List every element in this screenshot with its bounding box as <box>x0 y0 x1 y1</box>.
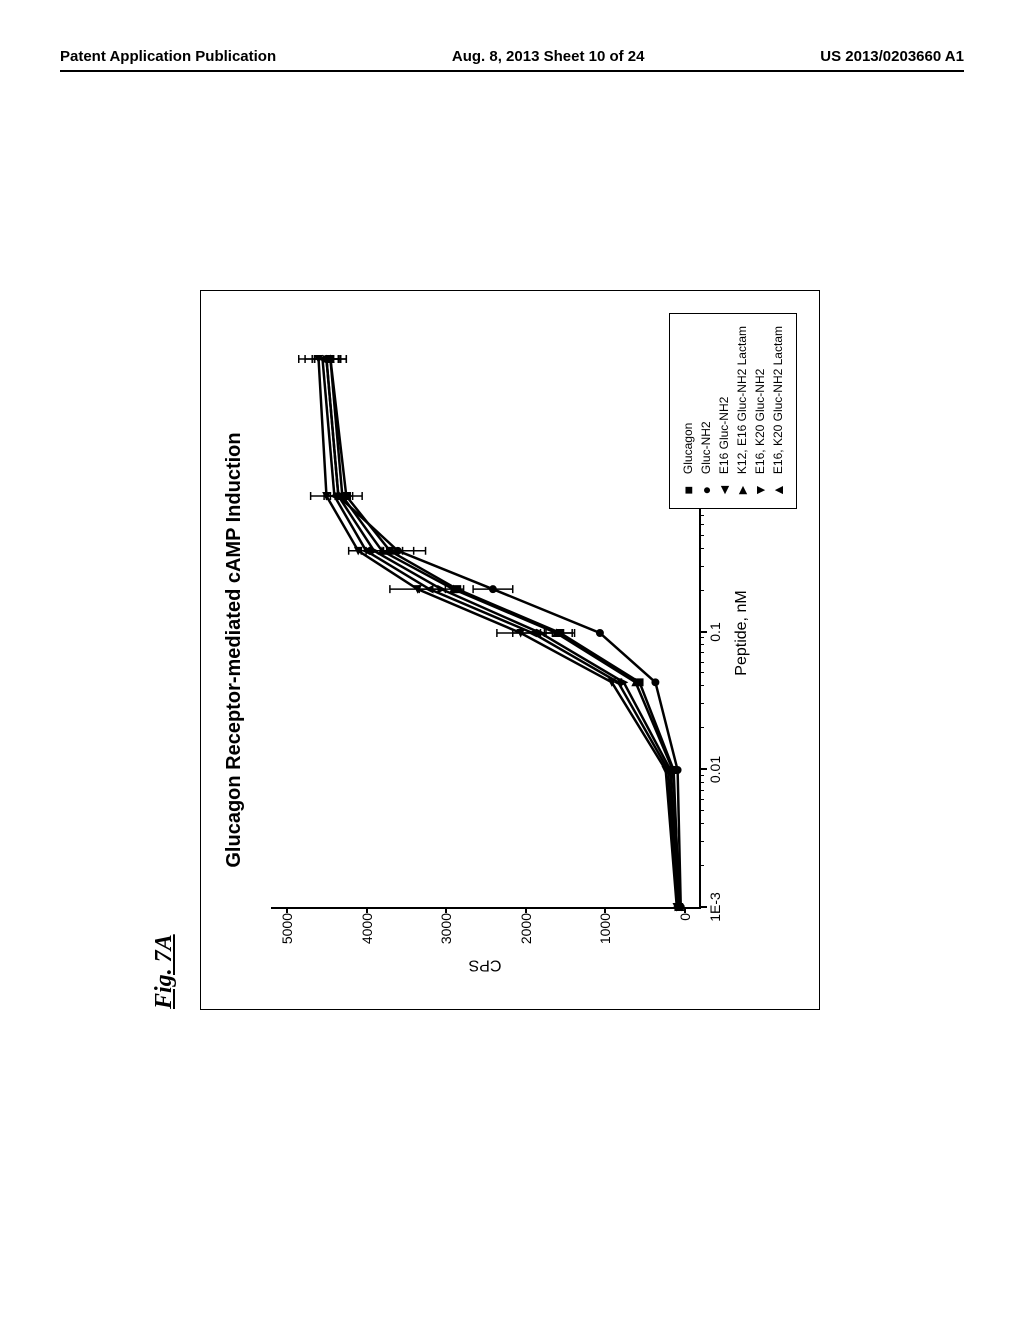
x-minor-tick <box>699 775 704 776</box>
y-tick-mark <box>366 907 368 913</box>
x-tick-mark <box>699 631 707 633</box>
x-minor-tick <box>699 662 704 663</box>
y-tick-label: 2000 <box>518 907 534 973</box>
x-minor-tick <box>699 703 704 704</box>
x-minor-tick <box>699 672 704 673</box>
x-minor-tick <box>699 566 704 567</box>
x-minor-tick <box>699 637 704 638</box>
header-left: Patent Application Publication <box>60 48 276 65</box>
y-tick-label: 5000 <box>279 907 295 973</box>
legend-marker-icon: ► <box>734 482 750 498</box>
x-minor-tick <box>699 685 704 686</box>
legend-row: ▲ E16, K20 Gluc-NH2 Lactam <box>770 326 786 498</box>
x-minor-tick <box>699 810 704 811</box>
legend-label: E16, K20 Gluc-NH2 <box>753 369 767 474</box>
legend-label: E16 Gluc-NH2 <box>717 397 731 474</box>
x-tick-mark <box>699 769 707 771</box>
legend-row: ■ Glucagon <box>680 326 696 498</box>
marker-e16-k20 <box>438 586 445 593</box>
legend-label: Glucagon <box>681 423 695 474</box>
legend-row: ► K12, E16 Gluc-NH2 Lactam <box>734 326 750 498</box>
page-header: Patent Application Publication Aug. 8, 2… <box>0 48 1024 65</box>
y-tick-mark <box>684 907 686 913</box>
x-tick-label: 0.01 <box>707 756 723 783</box>
y-tick-mark <box>445 907 447 913</box>
marker-gluc-nh2 <box>596 630 603 637</box>
y-tick-label: 0 <box>677 907 693 973</box>
x-minor-tick <box>699 799 704 800</box>
legend-label: Gluc-NH2 <box>699 421 713 474</box>
figure-panel: Fig. 7A Glucagon Receptor-mediated cAMP … <box>200 290 820 1010</box>
x-tick-label: 0.1 <box>707 622 723 641</box>
x-minor-tick <box>699 790 704 791</box>
legend-row: ◄ E16 Gluc-NH2 <box>716 326 732 498</box>
legend-marker-icon: ● <box>698 482 714 498</box>
legend-marker-icon: ▲ <box>770 482 786 498</box>
legend: ■ Glucagon● Gluc-NH2◄ E16 Gluc-NH2► K12, E16… <box>669 313 797 509</box>
y-tick-mark <box>525 907 527 913</box>
legend-marker-icon: ◄ <box>716 482 732 498</box>
y-tick-label: 1000 <box>597 907 613 973</box>
legend-label: E16, K20 Gluc-NH2 Lactam <box>771 326 785 474</box>
x-minor-tick <box>699 524 704 525</box>
legend-label: K12, E16 Gluc-NH2 Lactam <box>735 326 749 474</box>
x-minor-tick <box>699 727 704 728</box>
chart-title: Glucagon Receptor-mediated cAMP Inductio… <box>223 291 246 1009</box>
x-minor-tick <box>699 535 704 536</box>
x-tick-label: 1E-3 <box>707 892 723 922</box>
figure-label: Fig. 7A <box>151 934 178 1009</box>
x-minor-tick <box>699 652 704 653</box>
legend-marker-icon: ▼ <box>752 482 768 498</box>
x-minor-tick <box>699 515 704 516</box>
chart-svg <box>271 359 699 907</box>
header-center: Aug. 8, 2013 Sheet 10 of 24 <box>452 48 645 65</box>
header-right: US 2013/0203660 A1 <box>820 48 964 65</box>
legend-row: ▼ E16, K20 Gluc-NH2 <box>752 326 768 498</box>
y-tick-mark <box>286 907 288 913</box>
plot-area: CPS Peptide, nM 0100020003000400050001E-… <box>271 359 701 909</box>
header-rule <box>60 70 964 72</box>
legend-row: ● Gluc-NH2 <box>698 326 714 498</box>
x-tick-mark <box>699 906 707 908</box>
y-tick-mark <box>604 907 606 913</box>
x-minor-tick <box>699 782 704 783</box>
x-minor-tick <box>699 590 704 591</box>
x-minor-tick <box>699 548 704 549</box>
x-minor-tick <box>699 823 704 824</box>
x-minor-tick <box>699 841 704 842</box>
y-axis-title: CPS <box>469 956 502 974</box>
y-tick-label: 3000 <box>438 907 454 973</box>
marker-gluc-nh2 <box>489 586 496 593</box>
x-minor-tick <box>699 865 704 866</box>
y-tick-label: 4000 <box>359 907 375 973</box>
marker-gluc-nh2 <box>652 679 659 686</box>
legend-marker-icon: ■ <box>680 482 696 498</box>
x-minor-tick <box>699 644 704 645</box>
